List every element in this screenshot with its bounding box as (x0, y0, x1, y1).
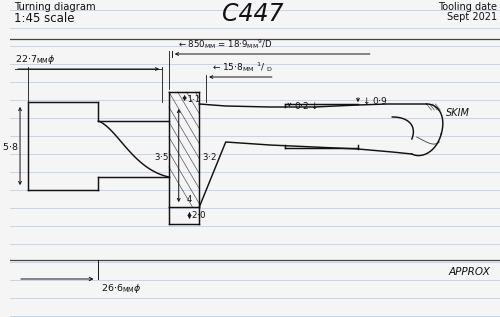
Text: 22$\cdot$7$_{\mathregular{MM}}\phi$: 22$\cdot$7$_{\mathregular{MM}}\phi$ (15, 53, 56, 66)
Text: APPROX: APPROX (448, 267, 490, 277)
Text: Tooling date: Tooling date (438, 2, 497, 12)
Text: Turning diagram: Turning diagram (14, 2, 96, 12)
Text: $\downarrow$0$\cdot$9: $\downarrow$0$\cdot$9 (361, 95, 388, 106)
Text: 0$\cdot$2$\downarrow$: 0$\cdot$2$\downarrow$ (294, 100, 318, 111)
Text: 26$\cdot$6$_{\mathregular{MM}}\phi$: 26$\cdot$6$_{\mathregular{MM}}\phi$ (102, 282, 142, 295)
Text: SKIM: SKIM (446, 108, 470, 118)
Text: C447: C447 (222, 2, 284, 26)
Text: $\leftarrow$850$_{\mathregular{MM}}$ = 18$\cdot$9$_{\mathregular{MM}}$$^{9}$/D: $\leftarrow$850$_{\mathregular{MM}}$ = 1… (177, 37, 272, 51)
Text: $\leftarrow$15$\cdot$8$_{\mathregular{MM}}$ $^{1}$/ $_{\mathregular{D}}$: $\leftarrow$15$\cdot$8$_{\mathregular{MM… (211, 60, 273, 74)
Text: 1$\cdot$1: 1$\cdot$1 (186, 93, 200, 103)
Text: 3$\cdot$5: 3$\cdot$5 (154, 151, 169, 161)
Text: 4: 4 (187, 195, 192, 204)
Text: 1:45 scale: 1:45 scale (14, 12, 74, 25)
Text: 3$\cdot$2: 3$\cdot$2 (202, 151, 217, 161)
Text: 5$\cdot$8: 5$\cdot$8 (2, 140, 18, 152)
Text: 2$\cdot$0: 2$\cdot$0 (192, 209, 206, 219)
Text: Sept 2021: Sept 2021 (447, 12, 497, 22)
